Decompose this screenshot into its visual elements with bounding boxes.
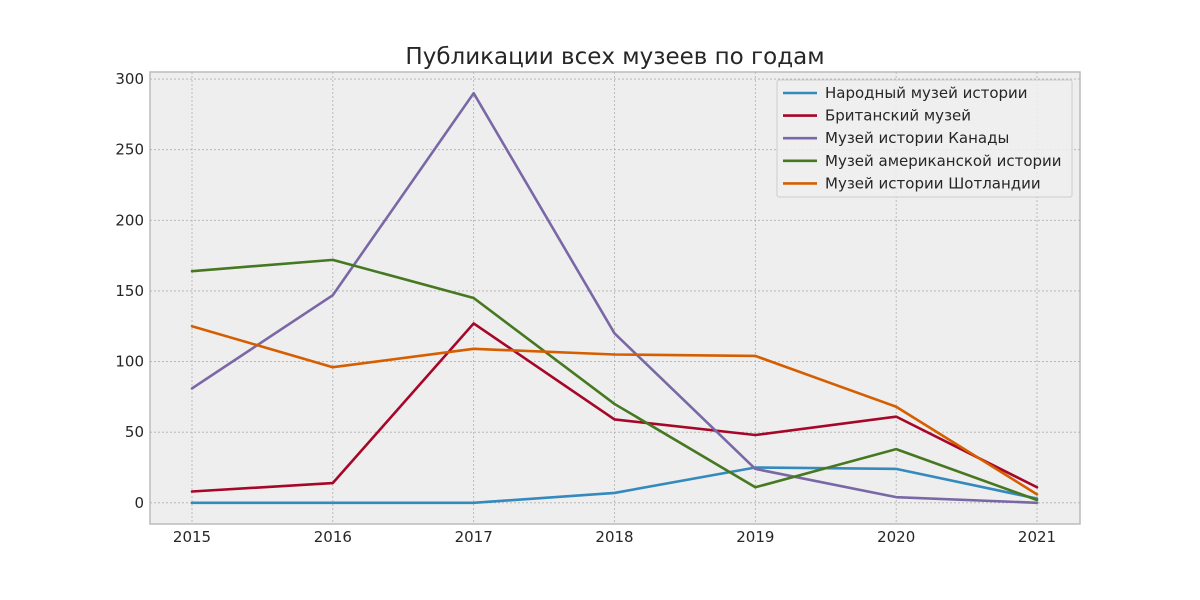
x-tick-label: 2020 <box>877 528 915 546</box>
y-tick-label: 250 <box>115 141 144 159</box>
series-line-0 <box>190 466 1039 505</box>
series-layer <box>190 91 1039 505</box>
grid-layer <box>150 72 1080 524</box>
chart-title: Публикации всех музеев по годам <box>405 44 824 70</box>
series-line-1 <box>190 322 1039 493</box>
x-tick-label: 2017 <box>455 528 493 546</box>
y-tick-label: 50 <box>125 423 144 441</box>
legend-label: Музей истории Шотландии <box>825 174 1041 192</box>
legend-label: Народный музей истории <box>825 84 1028 102</box>
y-tick-label: 300 <box>115 70 144 88</box>
series-line-3 <box>190 258 1039 502</box>
legend-box <box>776 79 1073 198</box>
series-line-2 <box>190 91 1039 505</box>
legend-label: Британский музей <box>825 107 971 125</box>
x-tick-label: 2021 <box>1018 528 1056 546</box>
x-tick-label: 2019 <box>736 528 774 546</box>
y-axis-ticks: 0 50 100 150 200 250 300 <box>115 70 144 512</box>
legend-label: Музей американской истории <box>825 152 1062 170</box>
x-tick-label: 2016 <box>314 528 352 546</box>
legend: Народный музей истории Британский музей Му… <box>776 79 1073 198</box>
x-tick-label: 2018 <box>595 528 633 546</box>
y-tick-label: 150 <box>115 282 144 300</box>
series-line-4 <box>190 324 1039 496</box>
y-tick-label: 100 <box>115 353 144 371</box>
legend-label: Музей истории Канады <box>825 129 1009 147</box>
y-tick-label: 0 <box>134 494 144 512</box>
x-tick-label: 2015 <box>173 528 211 546</box>
x-axis-ticks: 2015 2016 2017 2018 2019 2020 2021 <box>173 528 1056 546</box>
y-tick-label: 200 <box>115 211 144 229</box>
